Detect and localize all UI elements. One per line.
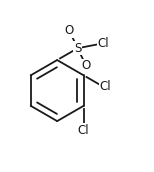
Text: S: S <box>74 42 81 55</box>
Text: Cl: Cl <box>78 124 89 137</box>
Text: O: O <box>81 59 91 72</box>
Text: Cl: Cl <box>97 37 109 50</box>
Text: O: O <box>65 24 74 37</box>
Text: Cl: Cl <box>99 80 111 93</box>
